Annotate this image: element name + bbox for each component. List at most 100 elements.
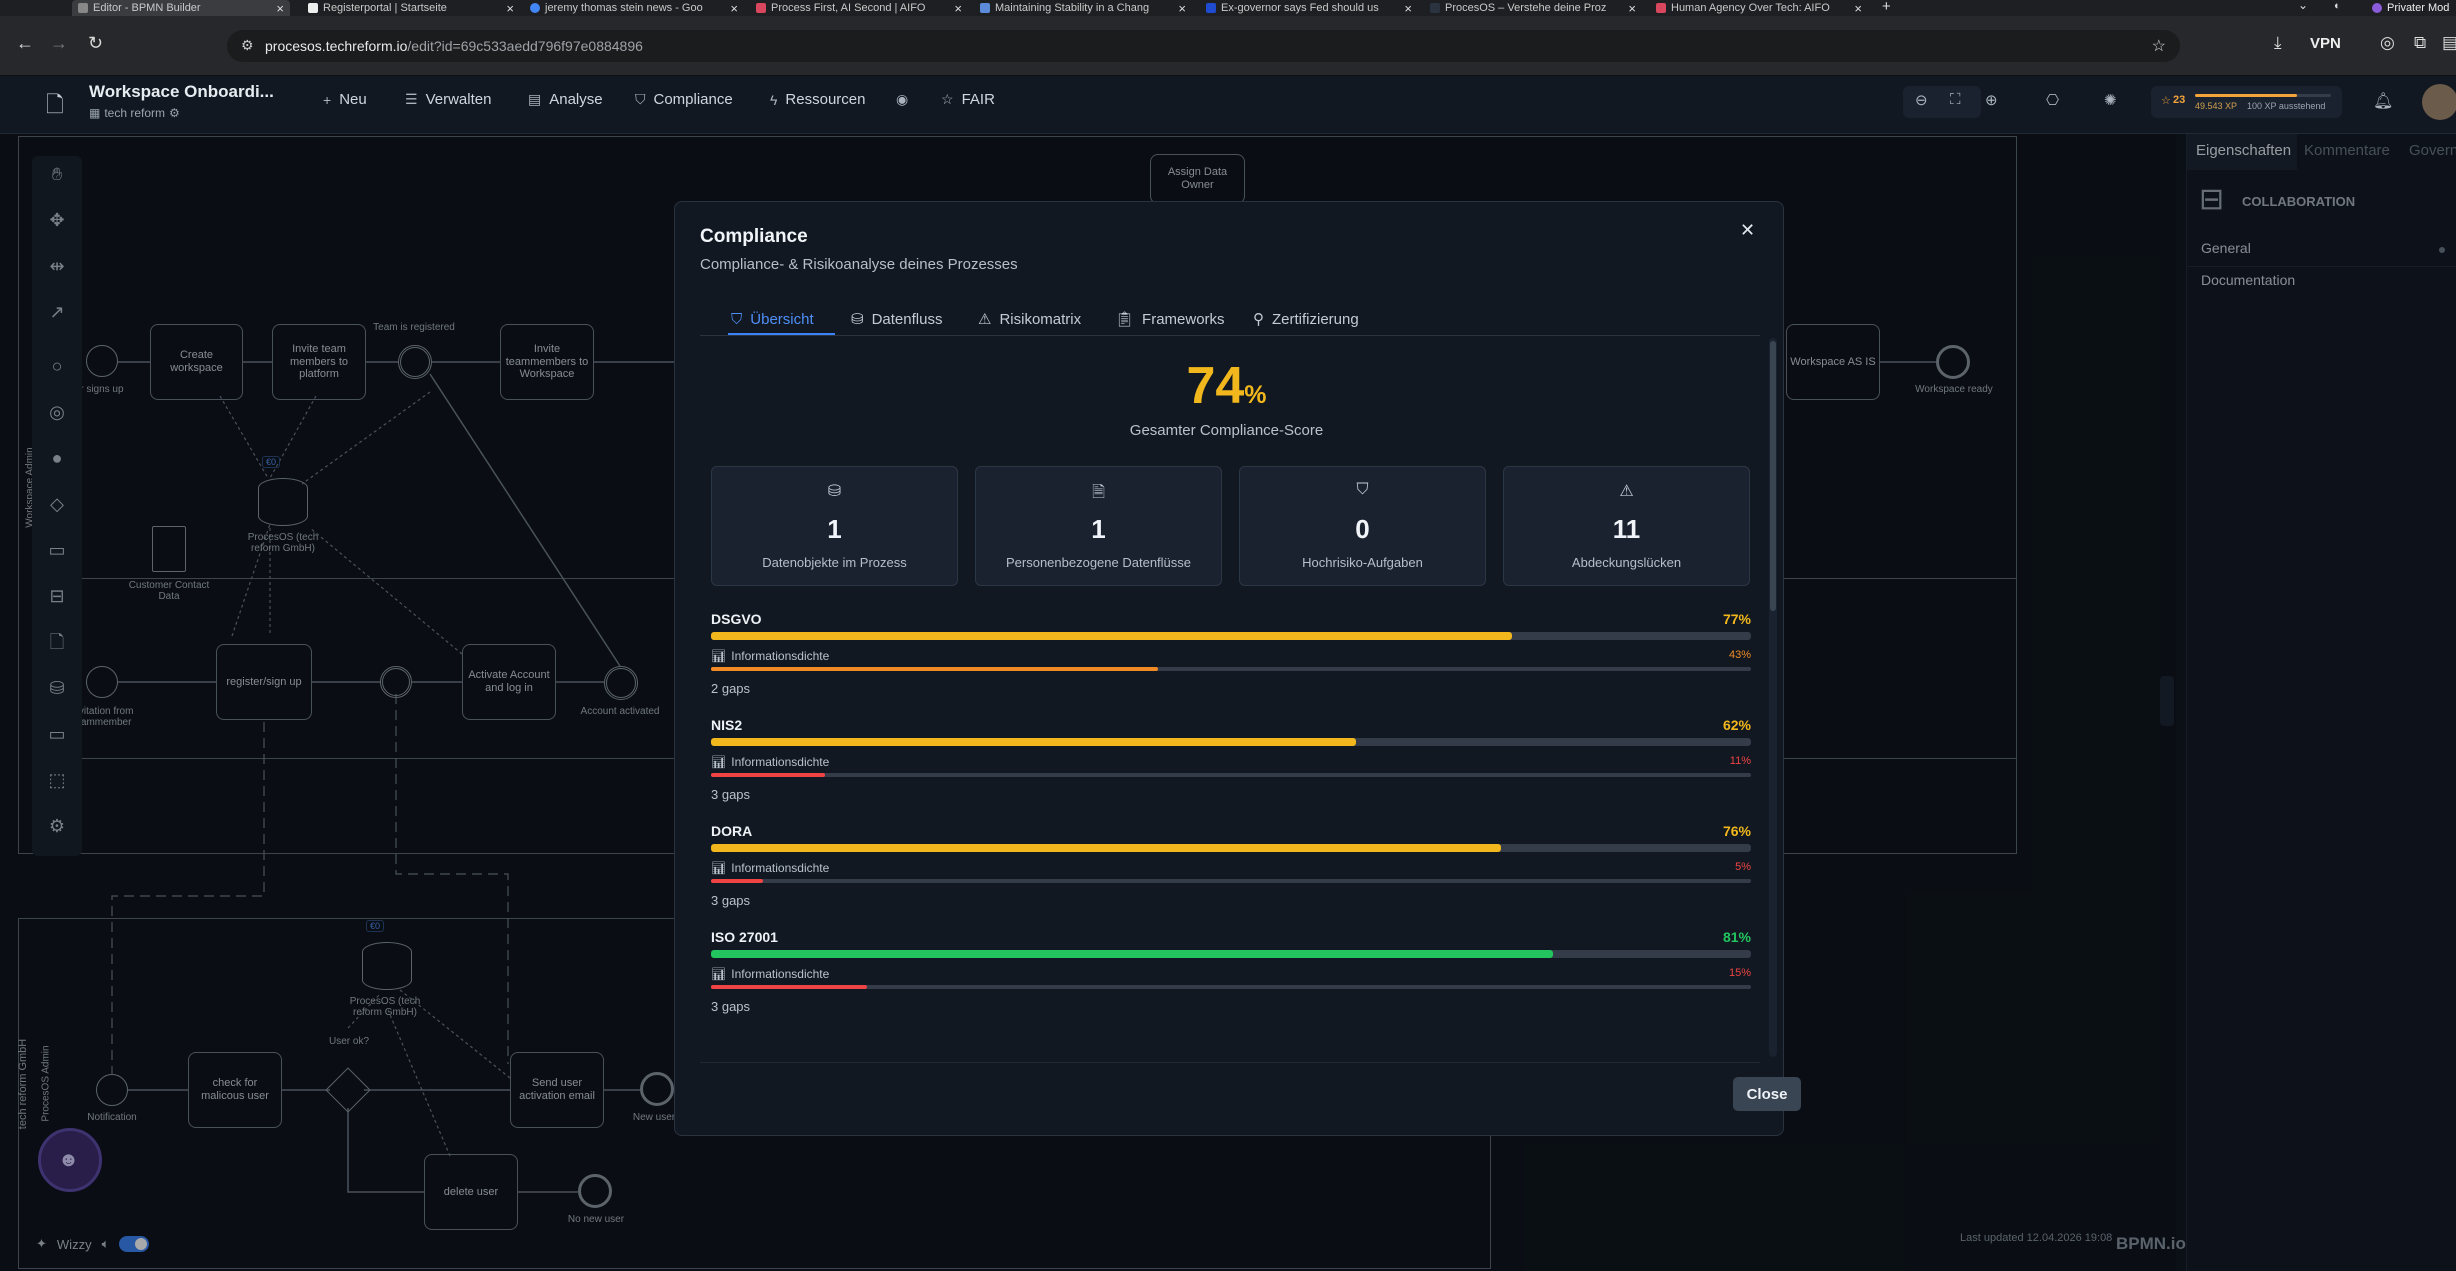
profile-icon[interactable]: ◎ bbox=[2380, 33, 2395, 52]
close-tab-icon[interactable]: × bbox=[1628, 0, 1636, 16]
task-invite-team[interactable]: Invite team members to platform bbox=[272, 324, 366, 400]
menu-view[interactable]: ◉ bbox=[896, 91, 908, 108]
space-tool-icon[interactable]: ⇹ bbox=[49, 256, 65, 276]
zoom-in-icon[interactable]: ⊕ bbox=[1985, 92, 1998, 109]
settings-tool-icon[interactable]: ⚙ bbox=[48, 816, 66, 836]
scrollbar-thumb[interactable] bbox=[1770, 341, 1776, 611]
task-delete-user[interactable]: delete user bbox=[424, 1154, 518, 1230]
bpmn-io-logo[interactable]: BPMN.io bbox=[2116, 1234, 2186, 1253]
framework-row[interactable]: NIS2 62% 📊︎ Informationsdichte 11% 3 gaps bbox=[711, 717, 1751, 817]
menu-new[interactable]: + Neu bbox=[323, 91, 367, 108]
org-breadcrumb[interactable]: ▦ tech reform ⚙ bbox=[89, 106, 180, 120]
datastore-icon[interactable] bbox=[258, 478, 308, 526]
task-register[interactable]: register/sign up bbox=[216, 644, 312, 720]
end-event[interactable] bbox=[1936, 345, 1970, 379]
network-icon[interactable]: ⎔ bbox=[2046, 92, 2060, 109]
tab-certification[interactable]: ⚲ Zertifizierung bbox=[1253, 302, 1359, 336]
end-event-tool-icon[interactable]: ● bbox=[51, 448, 63, 468]
close-tab-icon[interactable]: × bbox=[730, 0, 738, 16]
back-arrow-icon[interactable]: ← bbox=[16, 33, 34, 53]
wizzy-toggle[interactable] bbox=[119, 1236, 150, 1252]
lasso-tool-icon[interactable]: ✥ bbox=[49, 210, 65, 230]
workspace-title[interactable]: Workspace Onboardi... bbox=[89, 82, 274, 101]
browser-tab[interactable]: Human Agency Over Tech: AIFO × bbox=[1656, 0, 1862, 16]
reload-icon[interactable]: ↻ bbox=[88, 33, 104, 53]
section-general[interactable]: General bbox=[2201, 240, 2251, 256]
hand-tool-icon[interactable]: ✋︎ bbox=[51, 164, 63, 184]
task-invite-teammembers[interactable]: Invite teammembers to Workspace bbox=[500, 324, 594, 400]
framework-row[interactable]: ISO 27001 81% 📊︎ Informationsdichte 15% 3 gap… bbox=[711, 929, 1751, 1029]
message-start-event[interactable] bbox=[96, 1074, 128, 1106]
browser-tab[interactable]: Registerportal | Startseite × bbox=[308, 0, 514, 16]
menu-manage[interactable]: ☰ Verwalten bbox=[405, 91, 491, 108]
task-tool-icon[interactable]: ▭ bbox=[48, 540, 66, 560]
download-icon[interactable]: ⤓ bbox=[2274, 33, 2282, 52]
fit-screen-icon[interactable]: ⛶ bbox=[1950, 91, 1961, 108]
forward-arrow-icon[interactable]: → bbox=[50, 33, 68, 53]
browser-tab[interactable]: Editor - BPMN Builder × bbox=[72, 0, 290, 16]
account-icon[interactable]: ◐ bbox=[2334, 0, 2341, 12]
signal-event[interactable] bbox=[604, 666, 638, 700]
modal-content[interactable]: 74% Gesamter Compliance-Score ⛁ 1 Dateno… bbox=[700, 336, 1760, 1061]
intermediate-event-tool-icon[interactable]: ◎ bbox=[49, 402, 65, 422]
panel-collapse-handle[interactable] bbox=[2160, 676, 2174, 726]
new-tab-icon[interactable]: + bbox=[1882, 0, 1891, 15]
framework-row[interactable]: DORA 76% 📊︎ Informationsdichte 5% 3 gaps bbox=[711, 823, 1751, 923]
tab-governance[interactable]: Govern bbox=[2409, 142, 2456, 159]
task-workspace-as-is[interactable]: Workspace AS IS bbox=[1786, 324, 1880, 400]
framework-row[interactable]: DSGVO 77% 📊︎ Informationsdichte 43% 2 gaps bbox=[711, 611, 1751, 711]
tab-overview[interactable]: ⛉ Übersicht bbox=[731, 302, 814, 336]
intermediate-event[interactable] bbox=[398, 345, 432, 379]
message-start-event[interactable] bbox=[86, 666, 118, 698]
datastore-icon[interactable] bbox=[362, 942, 412, 990]
gateway-tool-icon[interactable]: ◇ bbox=[50, 494, 64, 514]
avatar[interactable] bbox=[2422, 84, 2456, 120]
browser-tab[interactable]: Maintaining Stability in a Chang × bbox=[980, 0, 1186, 16]
zoom-out-icon[interactable]: ⊖ bbox=[1915, 92, 1928, 109]
close-tab-icon[interactable]: × bbox=[506, 0, 514, 16]
site-info-icon[interactable]: ⚙ bbox=[241, 37, 254, 53]
tab-list-icon[interactable]: ⌄ bbox=[2298, 0, 2309, 12]
connect-tool-icon[interactable]: ↗ bbox=[49, 302, 65, 322]
message-catch-event[interactable] bbox=[380, 666, 412, 698]
task-create-workspace[interactable]: Create workspace bbox=[150, 324, 243, 400]
bookmark-star-icon[interactable]: ☆ bbox=[2151, 38, 2166, 55]
browser-tab[interactable]: Privater Mod bbox=[2372, 0, 2456, 16]
vpn-badge[interactable]: VPN bbox=[2310, 35, 2341, 52]
speaker-icon[interactable]: 🔈︎ bbox=[101, 1236, 110, 1251]
browser-tab[interactable]: ProcesOS – Verstehe deine Proz × bbox=[1430, 0, 1636, 16]
browser-tab[interactable]: Ex-governor says Fed should us × bbox=[1206, 0, 1412, 16]
tab-frameworks[interactable]: 📋︎ Frameworks bbox=[1115, 302, 1225, 336]
task-send-activation[interactable]: Send user activation email bbox=[510, 1052, 604, 1128]
pool-tool-icon[interactable]: ▭ bbox=[48, 724, 66, 744]
start-event-tool-icon[interactable]: ○ bbox=[51, 356, 63, 376]
xp-widget[interactable]: ☆ 23 49.543 XP 100 XP ausstehend bbox=[2151, 86, 2342, 118]
tab-comments[interactable]: Kommentare bbox=[2304, 142, 2390, 159]
address-bar[interactable]: ⚙ procesos. techreform.io/edit?id=69c533a… bbox=[227, 30, 2180, 62]
browser-tab[interactable]: jeremy thomas stein news - Goo × bbox=[530, 0, 738, 16]
bell-icon[interactable]: 🔔︎ bbox=[2373, 93, 2394, 110]
sidebar-icon[interactable]: ▤ bbox=[2442, 33, 2456, 52]
subprocess-tool-icon[interactable]: ⊟ bbox=[49, 586, 65, 606]
end-event[interactable] bbox=[578, 1174, 612, 1208]
close-tab-icon[interactable]: × bbox=[276, 0, 284, 16]
menu-resources[interactable]: ϟ Ressourcen bbox=[770, 91, 865, 108]
tab-dataflow[interactable]: ⛁ Datenfluss bbox=[851, 302, 942, 336]
extensions-icon[interactable]: ⧉ bbox=[2414, 33, 2427, 52]
data-object-icon[interactable] bbox=[152, 526, 186, 572]
close-tab-icon[interactable]: × bbox=[1178, 0, 1186, 16]
menu-fair[interactable]: ☆ FAIR bbox=[941, 91, 995, 108]
task-activate-account[interactable]: Activate Account and log in bbox=[462, 644, 556, 720]
data-store-tool-icon[interactable]: ⛁ bbox=[49, 678, 65, 698]
data-object-tool-icon[interactable]: 🗋 bbox=[49, 632, 65, 652]
tab-properties[interactable]: Eigenschaften bbox=[2196, 142, 2292, 159]
close-tab-icon[interactable]: × bbox=[1404, 0, 1412, 16]
wizzy-assistant-avatar[interactable]: ☻ bbox=[38, 1128, 102, 1192]
task-check-user[interactable]: check for malicous user bbox=[188, 1052, 282, 1128]
menu-analysis[interactable]: ▤ Analyse bbox=[528, 91, 603, 108]
end-event[interactable] bbox=[640, 1072, 674, 1106]
group-tool-icon[interactable]: ⬚ bbox=[48, 770, 66, 790]
close-tab-icon[interactable]: × bbox=[1854, 0, 1862, 16]
menu-compliance[interactable]: ⛉ Compliance bbox=[635, 91, 733, 108]
close-tab-icon[interactable]: × bbox=[954, 0, 962, 16]
